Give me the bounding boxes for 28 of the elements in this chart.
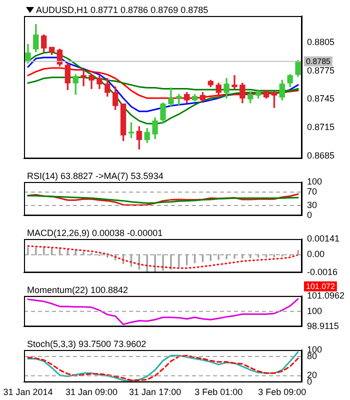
x-tick-label: 31 Jan 2014 (3, 387, 53, 398)
y-tick-label: 0.8715 (307, 122, 335, 132)
x-tick-label: 3 Feb 09:00 (258, 387, 306, 398)
y-tick-label: 30 (307, 200, 318, 210)
y-tick-label: 100 (307, 176, 322, 186)
y-tick-label: 98.9115 (307, 321, 339, 332)
chart-title: AUDUSD,H1 0.8771 0.8786 0.8769 0.8785 (36, 4, 208, 15)
ref-line-label: 101.072 (306, 282, 336, 292)
y-tick-label: 70 (307, 186, 318, 197)
ref-line-label: 0.8785 (306, 57, 332, 66)
y-tick-label: 0.00141 (307, 233, 340, 244)
x-tick-label: 31 Jan 09:00 (65, 387, 118, 398)
y-tick-label: 0.8745 (307, 94, 335, 104)
y-tick-label: 0.00 (307, 249, 325, 260)
x-tick-label: 3 Feb 01:00 (194, 387, 243, 398)
y-tick-label: 100 (307, 306, 322, 316)
y-tick-label: 0.8805 (307, 36, 335, 47)
y-tick-label: 0 (307, 210, 312, 220)
y-tick-label: 101.0962 (307, 290, 345, 300)
chart-title: Momentum(22) 100.8842 (27, 284, 128, 295)
y-tick-label: -0.0016 (307, 267, 338, 278)
y-tick-label: 0 (307, 376, 312, 387)
chart-title: Stoch(5,3,3) 93.7500 73.9602 (27, 338, 146, 349)
chart-title: MACD(12,26,9) 0.00038 -0.00001 (27, 228, 163, 238)
y-tick-label: 0.8775 (307, 65, 335, 76)
x-tick-label: 31 Jan 17:00 (129, 387, 182, 398)
chart-title: RSI(14) 63.8827 ->MA(7) 53.5934 (27, 170, 164, 181)
y-tick-label: 0.8685 (307, 150, 335, 160)
